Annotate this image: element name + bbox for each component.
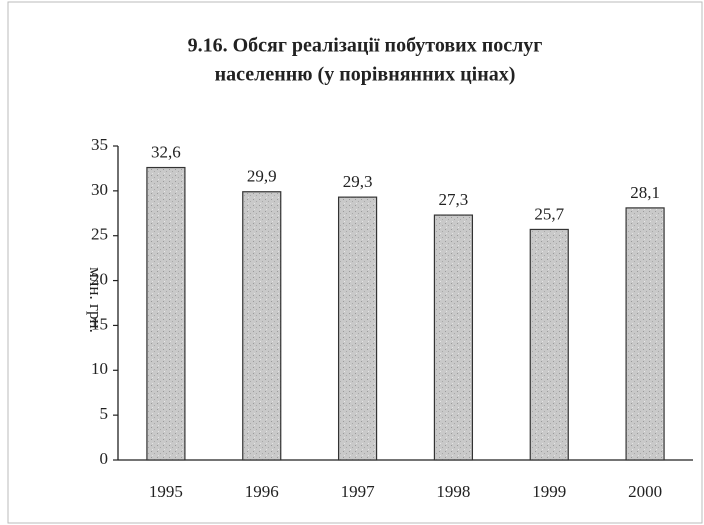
- y-axis-label: млн. грн.: [86, 267, 105, 333]
- y-tick-label: 20: [91, 269, 108, 288]
- bar: [529, 228, 569, 461]
- y-tick-label: 30: [91, 180, 108, 199]
- y-tick-label: 35: [91, 135, 108, 154]
- bar: [146, 166, 186, 461]
- x-tick-label: 1999: [532, 482, 566, 501]
- bar: [433, 214, 474, 461]
- x-tick-label: 1997: [341, 482, 376, 501]
- bar: [337, 196, 378, 461]
- chart-title: 9.16. Обсяг реалізації побутових послуг: [188, 35, 543, 57]
- y-tick-label: 5: [100, 404, 109, 423]
- chart-title: населенню (у порівнянних цінах): [215, 64, 516, 86]
- value-label: 29,9: [247, 167, 277, 186]
- y-tick-label: 0: [100, 449, 109, 468]
- value-label: 28,1: [630, 183, 660, 202]
- x-tick-label: 1998: [436, 482, 470, 501]
- y-tick-label: 25: [91, 225, 108, 244]
- bar: [242, 191, 282, 461]
- y-tick-label: 10: [91, 359, 108, 378]
- y-tick-label: 15: [91, 314, 108, 333]
- frame: [7, 1, 703, 524]
- x-tick-label: 1995: [149, 482, 183, 501]
- bar: [625, 207, 665, 461]
- value-label: 25,7: [534, 204, 564, 223]
- value-label: 29,3: [343, 172, 373, 191]
- value-label: 27,3: [439, 190, 469, 209]
- x-tick-label: 1996: [245, 482, 279, 501]
- x-tick-label: 2000: [628, 482, 662, 501]
- value-label: 32,6: [151, 142, 181, 161]
